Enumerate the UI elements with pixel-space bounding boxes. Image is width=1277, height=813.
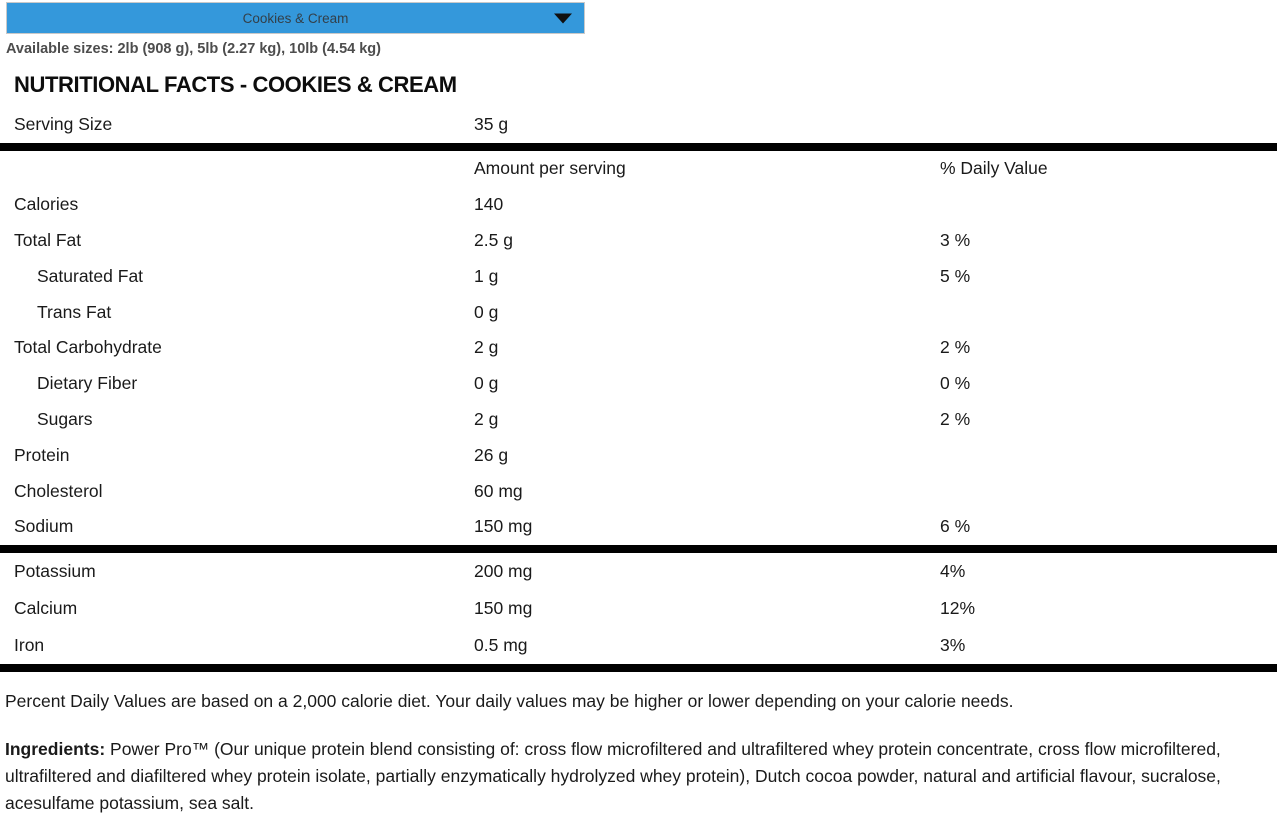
table-row: Sodium 150 mg 6 % bbox=[0, 509, 1277, 545]
ingredients-label: Ingredients: bbox=[5, 739, 106, 759]
flavor-select[interactable]: Cookies & Cream bbox=[6, 2, 585, 34]
available-sizes-text: Available sizes: 2lb (908 g), 5lb (2.27 … bbox=[6, 41, 381, 57]
nutrient-dv: 6 % bbox=[940, 516, 971, 537]
nutrient-dv: 3% bbox=[940, 634, 966, 655]
nutrient-label: Dietary Fiber bbox=[37, 373, 138, 394]
nutrient-amount: 1 g bbox=[474, 265, 499, 286]
page-title: NUTRITIONAL FACTS - COOKIES & CREAM bbox=[14, 72, 457, 97]
nutrient-amount: 150 mg bbox=[474, 597, 533, 618]
table-row: Dietary Fiber 0 g 0 % bbox=[0, 366, 1277, 402]
table-row: Calories 140 bbox=[0, 187, 1277, 223]
table-row: Calcium 150 mg 12% bbox=[0, 590, 1277, 627]
table-row: Trans Fat 0 g bbox=[0, 294, 1277, 330]
divider-bar bbox=[0, 143, 1277, 151]
nutrient-dv: 3 % bbox=[940, 229, 971, 250]
nutrient-label: Cholesterol bbox=[14, 480, 103, 501]
nutrient-label: Calories bbox=[14, 194, 79, 215]
ingredients-paragraph: Ingredients: Power Pro™ (Our unique prot… bbox=[5, 736, 1257, 813]
nutrient-dv: 2 % bbox=[940, 408, 971, 429]
table-row: Serving Size 35 g bbox=[0, 105, 1277, 143]
nutrition-table: Serving Size 35 g Amount per serving % D… bbox=[0, 105, 1277, 672]
daily-values-footnote: Percent Daily Values are based on a 2,00… bbox=[5, 691, 1014, 711]
nutrient-dv: 12% bbox=[940, 597, 976, 618]
table-row: Sugars 2 g 2 % bbox=[0, 402, 1277, 438]
nutrient-label: Sodium bbox=[14, 516, 74, 537]
nutrient-label: Protein bbox=[14, 444, 70, 465]
divider-bar bbox=[0, 663, 1277, 672]
table-row: Iron 0.5 mg 3% bbox=[0, 627, 1277, 664]
nutrient-dv: 5 % bbox=[940, 265, 971, 286]
table-row: Saturated Fat 1 g 5 % bbox=[0, 258, 1277, 294]
nutrient-amount: 2 g bbox=[474, 408, 499, 429]
nutrient-label: Total Fat bbox=[14, 229, 82, 250]
table-header-row: Amount per serving % Daily Value bbox=[0, 151, 1277, 187]
table-row: Cholesterol 60 mg bbox=[0, 473, 1277, 509]
nutrient-amount: 140 bbox=[474, 194, 504, 215]
nutrient-label: Saturated Fat bbox=[37, 265, 144, 286]
nutrient-label: Iron bbox=[14, 634, 45, 655]
table-row: Protein 26 g bbox=[0, 437, 1277, 473]
nutrient-amount: 150 mg bbox=[474, 516, 533, 537]
divider-bar bbox=[0, 544, 1277, 553]
table-row: Total Fat 2.5 g 3 % bbox=[0, 223, 1277, 259]
nutrient-label: Total Carbohydrate bbox=[14, 337, 162, 358]
nutrient-amount: 2 g bbox=[474, 337, 499, 358]
nutrient-label: Sugars bbox=[37, 408, 93, 429]
ingredients-text: Power Pro™ (Our unique protein blend con… bbox=[5, 739, 1221, 813]
nutrient-label: Potassium bbox=[14, 560, 96, 581]
nutrient-label: Trans Fat bbox=[37, 301, 112, 322]
nutrient-amount: 200 mg bbox=[474, 560, 533, 581]
nutrient-amount: 60 mg bbox=[474, 480, 523, 501]
table-row: Total Carbohydrate 2 g 2 % bbox=[0, 330, 1277, 366]
table-row: Potassium 200 mg 4% bbox=[0, 553, 1277, 590]
nutrient-label: Calcium bbox=[14, 597, 78, 618]
column-header-amount: Amount per serving bbox=[474, 158, 626, 179]
nutrient-dv: 2 % bbox=[940, 337, 971, 358]
flavor-select-value: Cookies & Cream bbox=[242, 10, 349, 26]
chevron-down-icon bbox=[554, 13, 572, 24]
nutrient-amount: 26 g bbox=[474, 444, 509, 465]
nutrient-amount: 0.5 mg bbox=[474, 634, 528, 655]
nutrient-amount: 0 g bbox=[474, 373, 499, 394]
nutrient-amount: 0 g bbox=[474, 301, 499, 322]
nutrient-label: Serving Size bbox=[14, 113, 113, 134]
nutrient-dv: 0 % bbox=[940, 373, 971, 394]
column-header-dv: % Daily Value bbox=[940, 158, 1048, 179]
nutrient-dv: 4% bbox=[940, 560, 966, 581]
nutrient-amount: 2.5 g bbox=[474, 229, 513, 250]
nutrient-amount: 35 g bbox=[474, 113, 509, 134]
